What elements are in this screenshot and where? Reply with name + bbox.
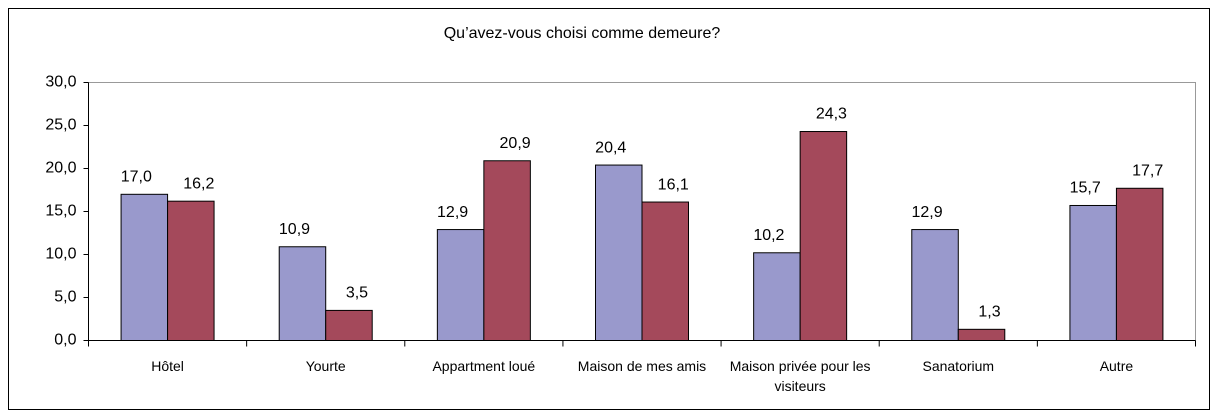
value-label: 20,4	[595, 139, 626, 156]
x-tick-label: Yourte	[305, 357, 346, 374]
value-label: 3,5	[346, 285, 368, 302]
y-tick-label: 15,0	[45, 203, 76, 220]
value-label: 20,9	[500, 135, 531, 152]
value-label: 10,2	[753, 227, 784, 244]
value-label: 16,2	[183, 175, 214, 192]
value-label: 24,3	[816, 106, 847, 123]
bar	[1069, 204, 1117, 341]
y-tick-label: 5,0	[54, 289, 76, 306]
bar	[167, 200, 215, 341]
value-label: 1,3	[978, 304, 1000, 321]
value-label: 16,1	[658, 176, 689, 193]
y-tick-label: 25,0	[45, 117, 76, 134]
x-tick-label: Maison de mes amis	[577, 357, 707, 374]
y-tick-label: 20,0	[45, 160, 76, 177]
bar	[911, 229, 959, 341]
y-tick-label: 10,0	[45, 246, 76, 263]
bar	[278, 246, 327, 341]
x-tick-label: Maison privée pour les visiteurs	[729, 357, 871, 394]
value-label: 17,7	[1132, 162, 1163, 179]
x-tick-label: Appartment loué	[432, 357, 536, 374]
bar	[957, 328, 1006, 342]
y-tick-label: 0,0	[54, 332, 76, 349]
x-tick-label: Sanatorium	[922, 357, 995, 374]
value-label: 15,7	[1070, 180, 1101, 197]
value-label: 12,9	[437, 204, 468, 221]
x-tick-label: Hôtel	[151, 357, 184, 374]
bar	[325, 309, 373, 341]
bar	[641, 201, 689, 341]
bar	[483, 160, 531, 341]
value-label: 12,9	[911, 204, 942, 221]
bar	[799, 131, 848, 341]
value-label: 10,9	[279, 221, 310, 238]
value-label: 17,0	[121, 169, 152, 186]
x-tick-label: Autre	[1099, 357, 1134, 374]
bar	[436, 229, 485, 341]
y-tick-label: 30,0	[45, 74, 76, 91]
bar	[120, 193, 169, 341]
bar	[753, 252, 801, 341]
bar	[1115, 187, 1164, 341]
chart-title: Qu’avez-vous choisi comme demeure?	[444, 25, 721, 42]
bar	[595, 164, 643, 341]
